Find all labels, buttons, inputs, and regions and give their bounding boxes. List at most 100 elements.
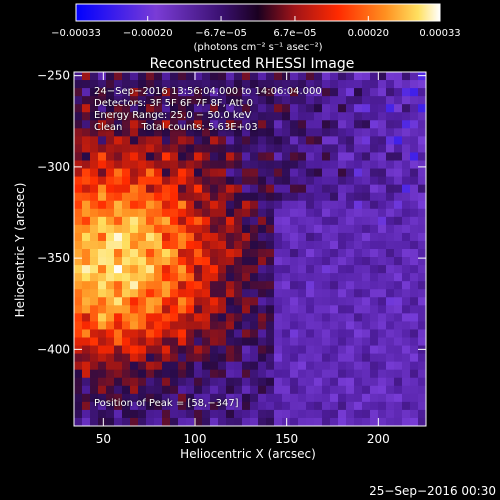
heatmap-cell	[130, 377, 139, 387]
heatmap-cell	[394, 401, 403, 411]
heatmap-cell	[322, 104, 331, 113]
heatmap-cell	[410, 337, 419, 346]
heatmap-cell	[258, 208, 267, 218]
heatmap-cell	[314, 417, 323, 427]
heatmap-cell	[298, 265, 307, 274]
heatmap-cell	[106, 385, 115, 395]
heatmap-cell	[250, 200, 259, 210]
heatmap-cell	[282, 80, 291, 89]
heatmap-cell	[130, 361, 139, 371]
heatmap-cell	[418, 176, 427, 186]
heatmap-cell	[314, 160, 323, 169]
heatmap-cell	[98, 120, 107, 129]
heatmap-cell	[242, 184, 251, 194]
heatmap-cell	[274, 200, 283, 210]
heatmap-cell	[370, 289, 379, 298]
heatmap-cell	[274, 88, 283, 97]
heatmap-cell	[138, 377, 147, 387]
heatmap-cell	[170, 184, 179, 194]
heatmap-cell	[234, 297, 243, 306]
heatmap-cell	[402, 369, 411, 379]
heatmap-cell	[322, 401, 331, 411]
heatmap-cell	[202, 112, 211, 121]
heatmap-cell	[74, 313, 83, 322]
heatmap-cell	[218, 313, 227, 322]
heatmap-cell	[218, 144, 227, 153]
heatmap-cell	[306, 417, 315, 427]
heatmap-cell	[274, 112, 283, 121]
heatmap-cell	[346, 80, 355, 89]
heatmap-cell	[410, 417, 419, 427]
heatmap-cell	[330, 208, 339, 218]
heatmap-cell	[346, 184, 355, 194]
heatmap-cell	[282, 313, 291, 322]
heatmap-cell	[122, 377, 131, 387]
heatmap-cell	[370, 337, 379, 346]
heatmap-cell	[178, 249, 187, 258]
heatmap-cell	[282, 345, 291, 354]
heatmap-cell	[226, 224, 235, 234]
heatmap-cell	[90, 249, 99, 258]
heatmap-cell	[330, 200, 339, 210]
heatmap-cell	[322, 128, 331, 137]
heatmap-cell	[90, 281, 99, 290]
heatmap-cell	[370, 297, 379, 306]
heatmap-cell	[98, 305, 107, 314]
heatmap-cell	[274, 240, 283, 250]
heatmap-cell	[282, 160, 291, 169]
heatmap-cell	[154, 128, 163, 137]
heatmap-cell	[378, 321, 387, 330]
heatmap-cell	[410, 345, 419, 354]
heatmap-cell	[338, 289, 347, 298]
heatmap-cell	[418, 361, 427, 371]
heatmap-cell	[418, 184, 427, 194]
heatmap-cell	[410, 377, 419, 387]
heatmap-cell	[298, 329, 307, 338]
heatmap-cell	[90, 289, 99, 298]
heatmap-cell	[282, 184, 291, 194]
heatmap-cell	[186, 409, 195, 419]
heatmap-cell	[98, 329, 107, 338]
heatmap-cell	[338, 144, 347, 153]
heatmap-cell	[386, 112, 395, 121]
heatmap-cell	[386, 369, 395, 379]
heatmap-cell	[266, 369, 275, 379]
heatmap-cell	[378, 249, 387, 258]
heatmap-cell	[106, 289, 115, 298]
heatmap-cell	[106, 120, 115, 129]
heatmap-cell	[418, 136, 427, 145]
heatmap-cell	[290, 96, 299, 105]
heatmap-cell	[194, 273, 203, 282]
heatmap-cell	[186, 329, 195, 338]
heatmap-cell	[370, 393, 379, 403]
heatmap-cell	[234, 168, 243, 177]
heatmap-cell	[138, 200, 147, 210]
heatmap-cell	[386, 393, 395, 403]
heatmap-cell	[418, 377, 427, 387]
heatmap-cell	[202, 120, 211, 129]
heatmap-cell	[226, 72, 235, 81]
heatmap-cell	[354, 361, 363, 371]
heatmap-cell	[226, 216, 235, 226]
heatmap-cell	[114, 353, 123, 363]
heatmap-cell	[386, 401, 395, 411]
heatmap-cell	[314, 88, 323, 97]
heatmap-cell	[170, 393, 179, 403]
heatmap-cell	[210, 369, 219, 379]
heatmap-cell	[130, 176, 139, 186]
heatmap-cell	[82, 361, 91, 371]
heatmap-cell	[402, 240, 411, 250]
heatmap-cell	[138, 80, 147, 89]
heatmap-cell	[82, 313, 91, 322]
heatmap-cell	[410, 297, 419, 306]
heatmap-cell	[218, 80, 227, 89]
heatmap-cell	[298, 152, 307, 161]
heatmap-cell	[170, 136, 179, 145]
heatmap-cell	[186, 152, 195, 161]
heatmap-cell	[274, 417, 283, 427]
heatmap-cell	[90, 128, 99, 137]
heatmap-cell	[394, 192, 403, 202]
heatmap-cell	[170, 353, 179, 363]
heatmap-cell	[274, 353, 283, 363]
heatmap-cell	[138, 409, 147, 419]
